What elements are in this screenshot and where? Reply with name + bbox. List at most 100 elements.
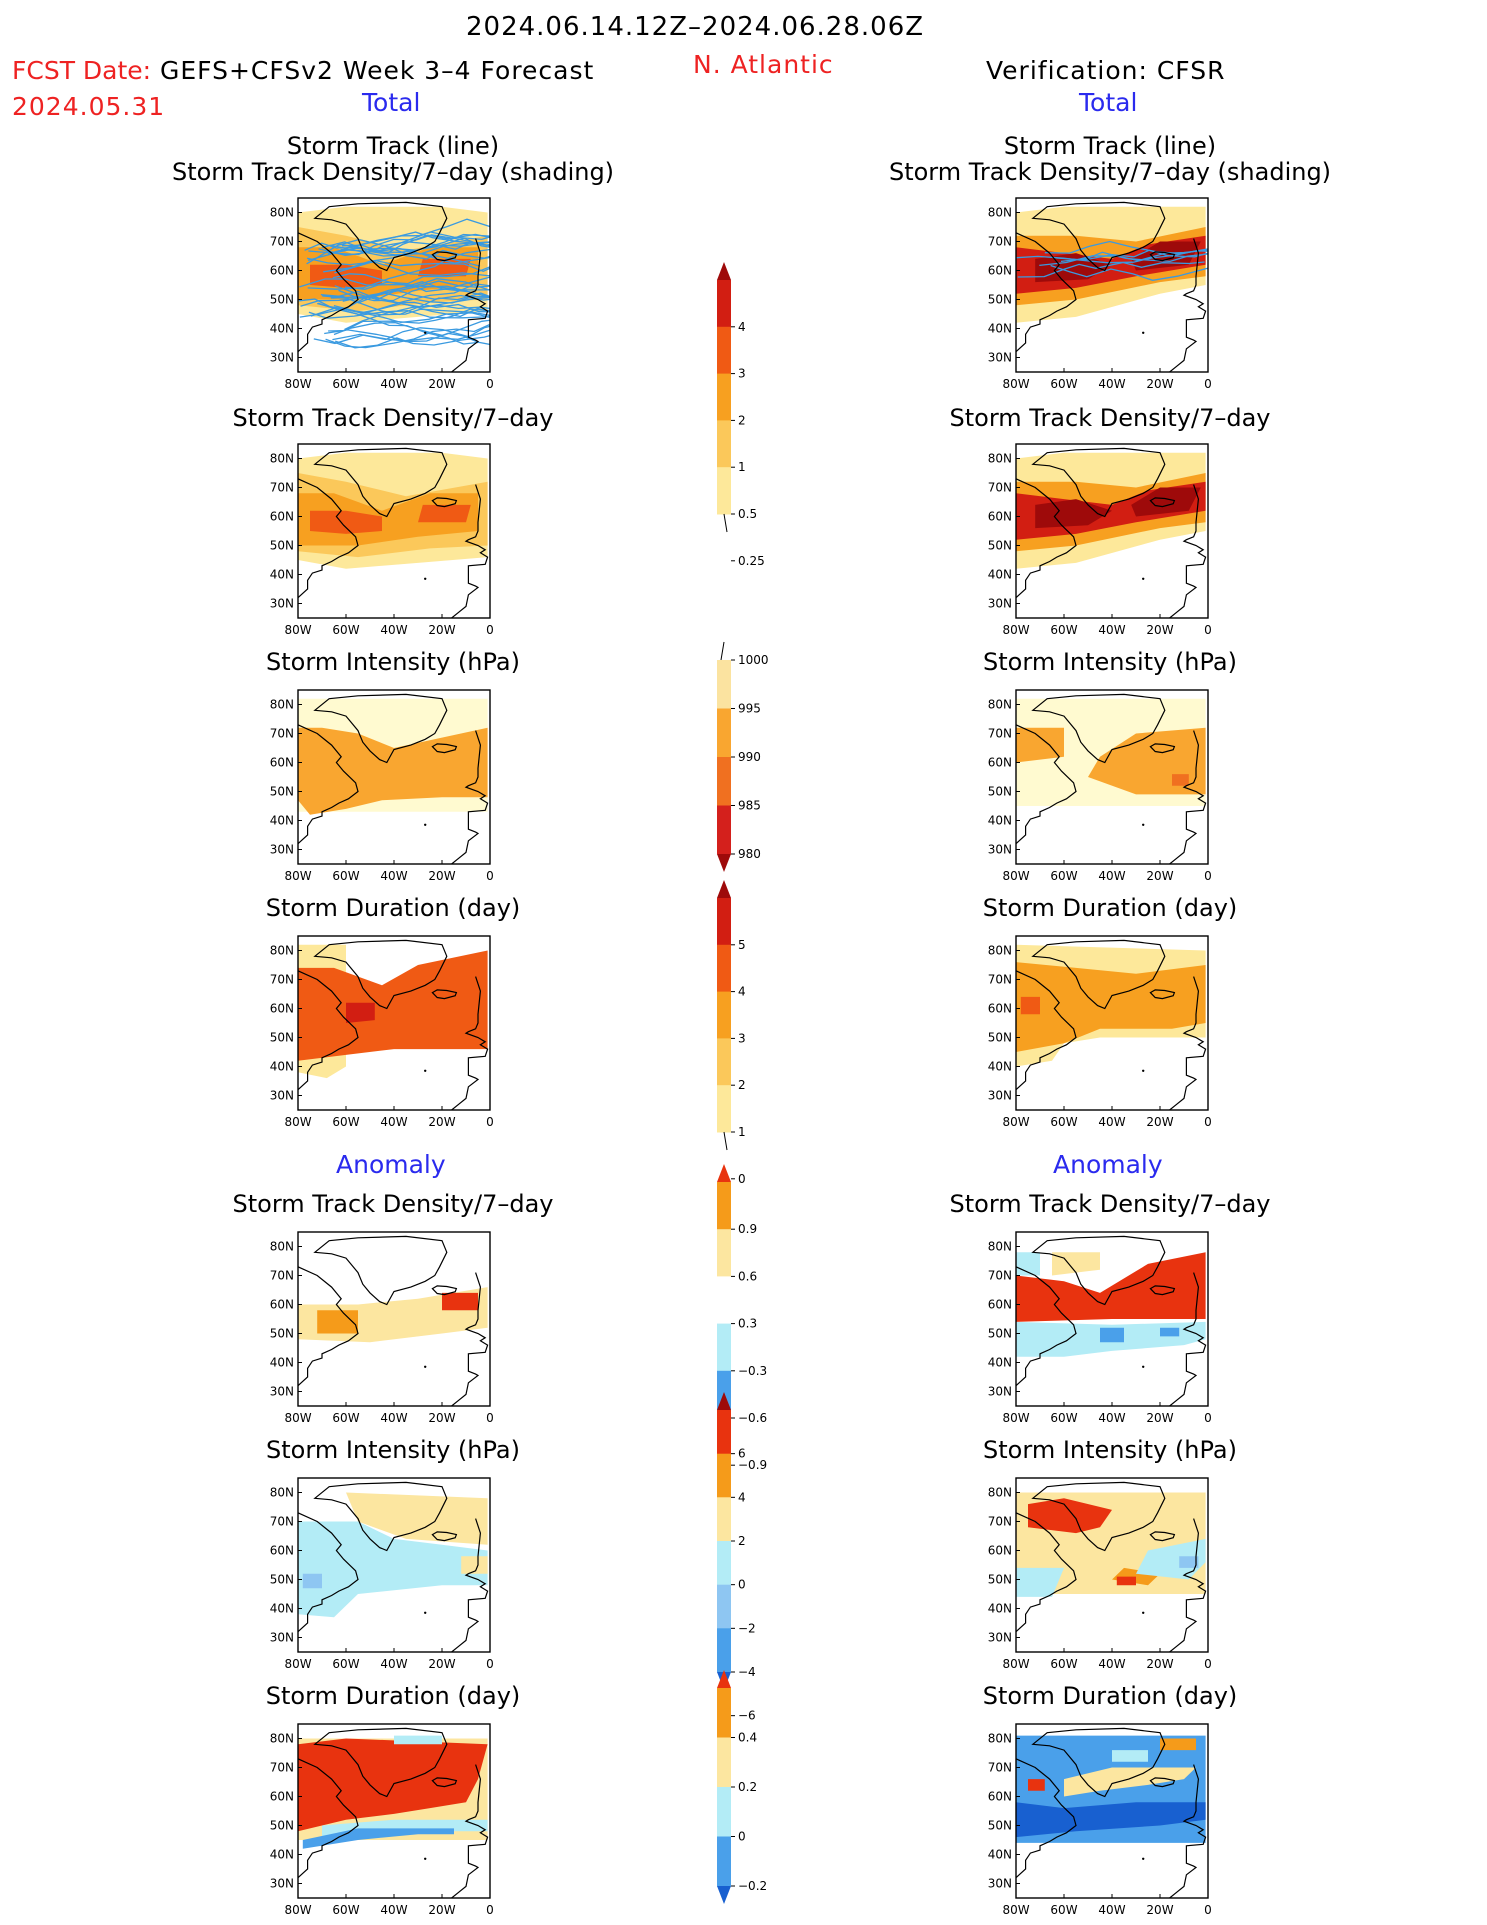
colorbar-intensity-total: 1000 995 990 985 980 bbox=[717, 641, 769, 872]
fcst-date: 2024.05.31 bbox=[12, 92, 166, 121]
lat-label: 60N bbox=[988, 1544, 1012, 1558]
colorbar-segment bbox=[717, 1737, 731, 1788]
lat-label: 70N bbox=[988, 1761, 1012, 1775]
anomaly-label-right: Anomaly bbox=[1053, 1150, 1163, 1179]
lat-label: 70N bbox=[270, 1515, 294, 1529]
greenland-coast bbox=[1031, 1235, 1166, 1306]
colorbar-segment bbox=[717, 1323, 731, 1372]
shading-region bbox=[346, 1002, 375, 1023]
shading-layer bbox=[298, 1492, 488, 1618]
lat-label: 50N bbox=[988, 785, 1012, 799]
shading-region bbox=[461, 1556, 488, 1574]
coastlines bbox=[1016, 1481, 1207, 1652]
lon-label: 60W bbox=[1050, 1115, 1077, 1129]
map-panel-left-1: 80N 70N 60N 50N 40N 30N 80W 60W 40W 20W 0 bbox=[270, 197, 494, 391]
lat-label: 40N bbox=[988, 1060, 1012, 1074]
storm-track-line bbox=[333, 319, 490, 337]
iceland-coast bbox=[431, 497, 458, 508]
shading-region bbox=[1100, 1327, 1124, 1343]
north-america-coast bbox=[298, 724, 359, 845]
colorbar-label: 5 bbox=[738, 938, 746, 952]
azores-dot bbox=[424, 1857, 427, 1860]
lat-label: 30N bbox=[988, 597, 1012, 611]
colorbar-label: 4 bbox=[738, 985, 746, 999]
lat-label: 30N bbox=[270, 351, 294, 365]
colorbar-segment bbox=[717, 326, 731, 375]
colorbar-segment bbox=[717, 1628, 731, 1673]
colorbar-duration-total: 5 4 3 2 1 0 bbox=[717, 880, 746, 1186]
lon-label: 20W bbox=[1146, 1411, 1173, 1425]
lon-label: 80W bbox=[284, 1657, 311, 1671]
colorbar-label: −0.6 bbox=[738, 1411, 767, 1425]
total-label-left: Total bbox=[362, 88, 421, 117]
shading-region bbox=[1035, 499, 1112, 529]
lon-label: 0 bbox=[486, 1657, 494, 1671]
lat-label: 50N bbox=[988, 539, 1012, 553]
shading-region bbox=[1016, 727, 1064, 763]
colorbar-segment bbox=[717, 757, 731, 806]
shading-layer bbox=[298, 944, 488, 1079]
colorbar-segment bbox=[717, 420, 731, 468]
north-america-coast bbox=[1016, 1758, 1077, 1879]
colorbar-label: 1000 bbox=[738, 653, 769, 667]
storm-track-line bbox=[1017, 261, 1205, 278]
greenland-coast bbox=[1031, 1481, 1166, 1552]
lon-label: 0 bbox=[1204, 1903, 1212, 1917]
panel-title-right-2: Storm Track Density/7–day bbox=[949, 404, 1271, 432]
iceland-coast bbox=[431, 1531, 458, 1542]
colorbar-label: 0 bbox=[738, 1578, 746, 1592]
shading-layer bbox=[1016, 1492, 1206, 1597]
shading-region bbox=[418, 504, 471, 523]
lon-label: 60W bbox=[1050, 1411, 1077, 1425]
lon-label: 80W bbox=[1002, 1657, 1029, 1671]
lat-label: 80N bbox=[270, 1732, 294, 1746]
shading-layer bbox=[298, 1287, 488, 1343]
north-america-coast bbox=[1016, 1512, 1077, 1633]
north-america-coast bbox=[298, 1266, 359, 1387]
shading-region bbox=[298, 950, 488, 1061]
shading-region bbox=[1160, 1327, 1180, 1337]
greenland-coast bbox=[313, 447, 448, 518]
colorbar-label: 0.9 bbox=[738, 1222, 757, 1236]
lat-label: 40N bbox=[988, 322, 1012, 336]
north-america-coast bbox=[1016, 724, 1077, 845]
colorbar-label: −6 bbox=[738, 1709, 756, 1723]
map-panel-left-6: 80N 70N 60N 50N 40N 30N 80W 60W 40W 20W 0 bbox=[270, 1477, 494, 1671]
lat-label: 60N bbox=[988, 1790, 1012, 1804]
colorbar-label: 6 bbox=[738, 1447, 746, 1461]
fcst-date-label: FCST Date: bbox=[12, 56, 152, 85]
shading-layer bbox=[1016, 452, 1206, 569]
shading-region bbox=[1131, 487, 1201, 517]
colorbar-label: 3 bbox=[738, 1031, 746, 1045]
shading-layer bbox=[1016, 944, 1206, 1067]
panel-title-right-7: Storm Duration (day) bbox=[982, 1682, 1238, 1710]
north-america-coast bbox=[1016, 232, 1077, 353]
iceland-coast bbox=[1149, 1777, 1176, 1788]
lon-label: 20W bbox=[428, 1115, 455, 1129]
lon-label: 40W bbox=[380, 869, 407, 883]
lon-label: 80W bbox=[1002, 1903, 1029, 1917]
azores-dot bbox=[1142, 1857, 1145, 1860]
lon-label: 60W bbox=[1050, 623, 1077, 637]
panel-title-right-1b: Storm Track Density/7–day (shading) bbox=[888, 158, 1332, 186]
shading-region bbox=[1028, 1498, 1112, 1534]
azores-dot bbox=[424, 577, 427, 580]
lat-label: 60N bbox=[988, 756, 1012, 770]
lon-label: 40W bbox=[1098, 1903, 1125, 1917]
storm-track-line bbox=[342, 289, 490, 302]
anomaly-label-left: Anomaly bbox=[336, 1150, 446, 1179]
storm-track-line bbox=[1050, 264, 1208, 281]
greenland-coast bbox=[313, 201, 448, 272]
coastlines bbox=[1016, 1727, 1207, 1898]
lat-label: 70N bbox=[270, 727, 294, 741]
lon-label: 40W bbox=[1098, 377, 1125, 391]
lon-label: 60W bbox=[1050, 1903, 1077, 1917]
lat-label: 50N bbox=[270, 293, 294, 307]
lon-label: 20W bbox=[1146, 1903, 1173, 1917]
lon-label: 0 bbox=[486, 1115, 494, 1129]
lon-label: 80W bbox=[1002, 377, 1029, 391]
lon-label: 80W bbox=[284, 623, 311, 637]
lon-label: 0 bbox=[486, 623, 494, 637]
coastlines bbox=[298, 447, 489, 618]
